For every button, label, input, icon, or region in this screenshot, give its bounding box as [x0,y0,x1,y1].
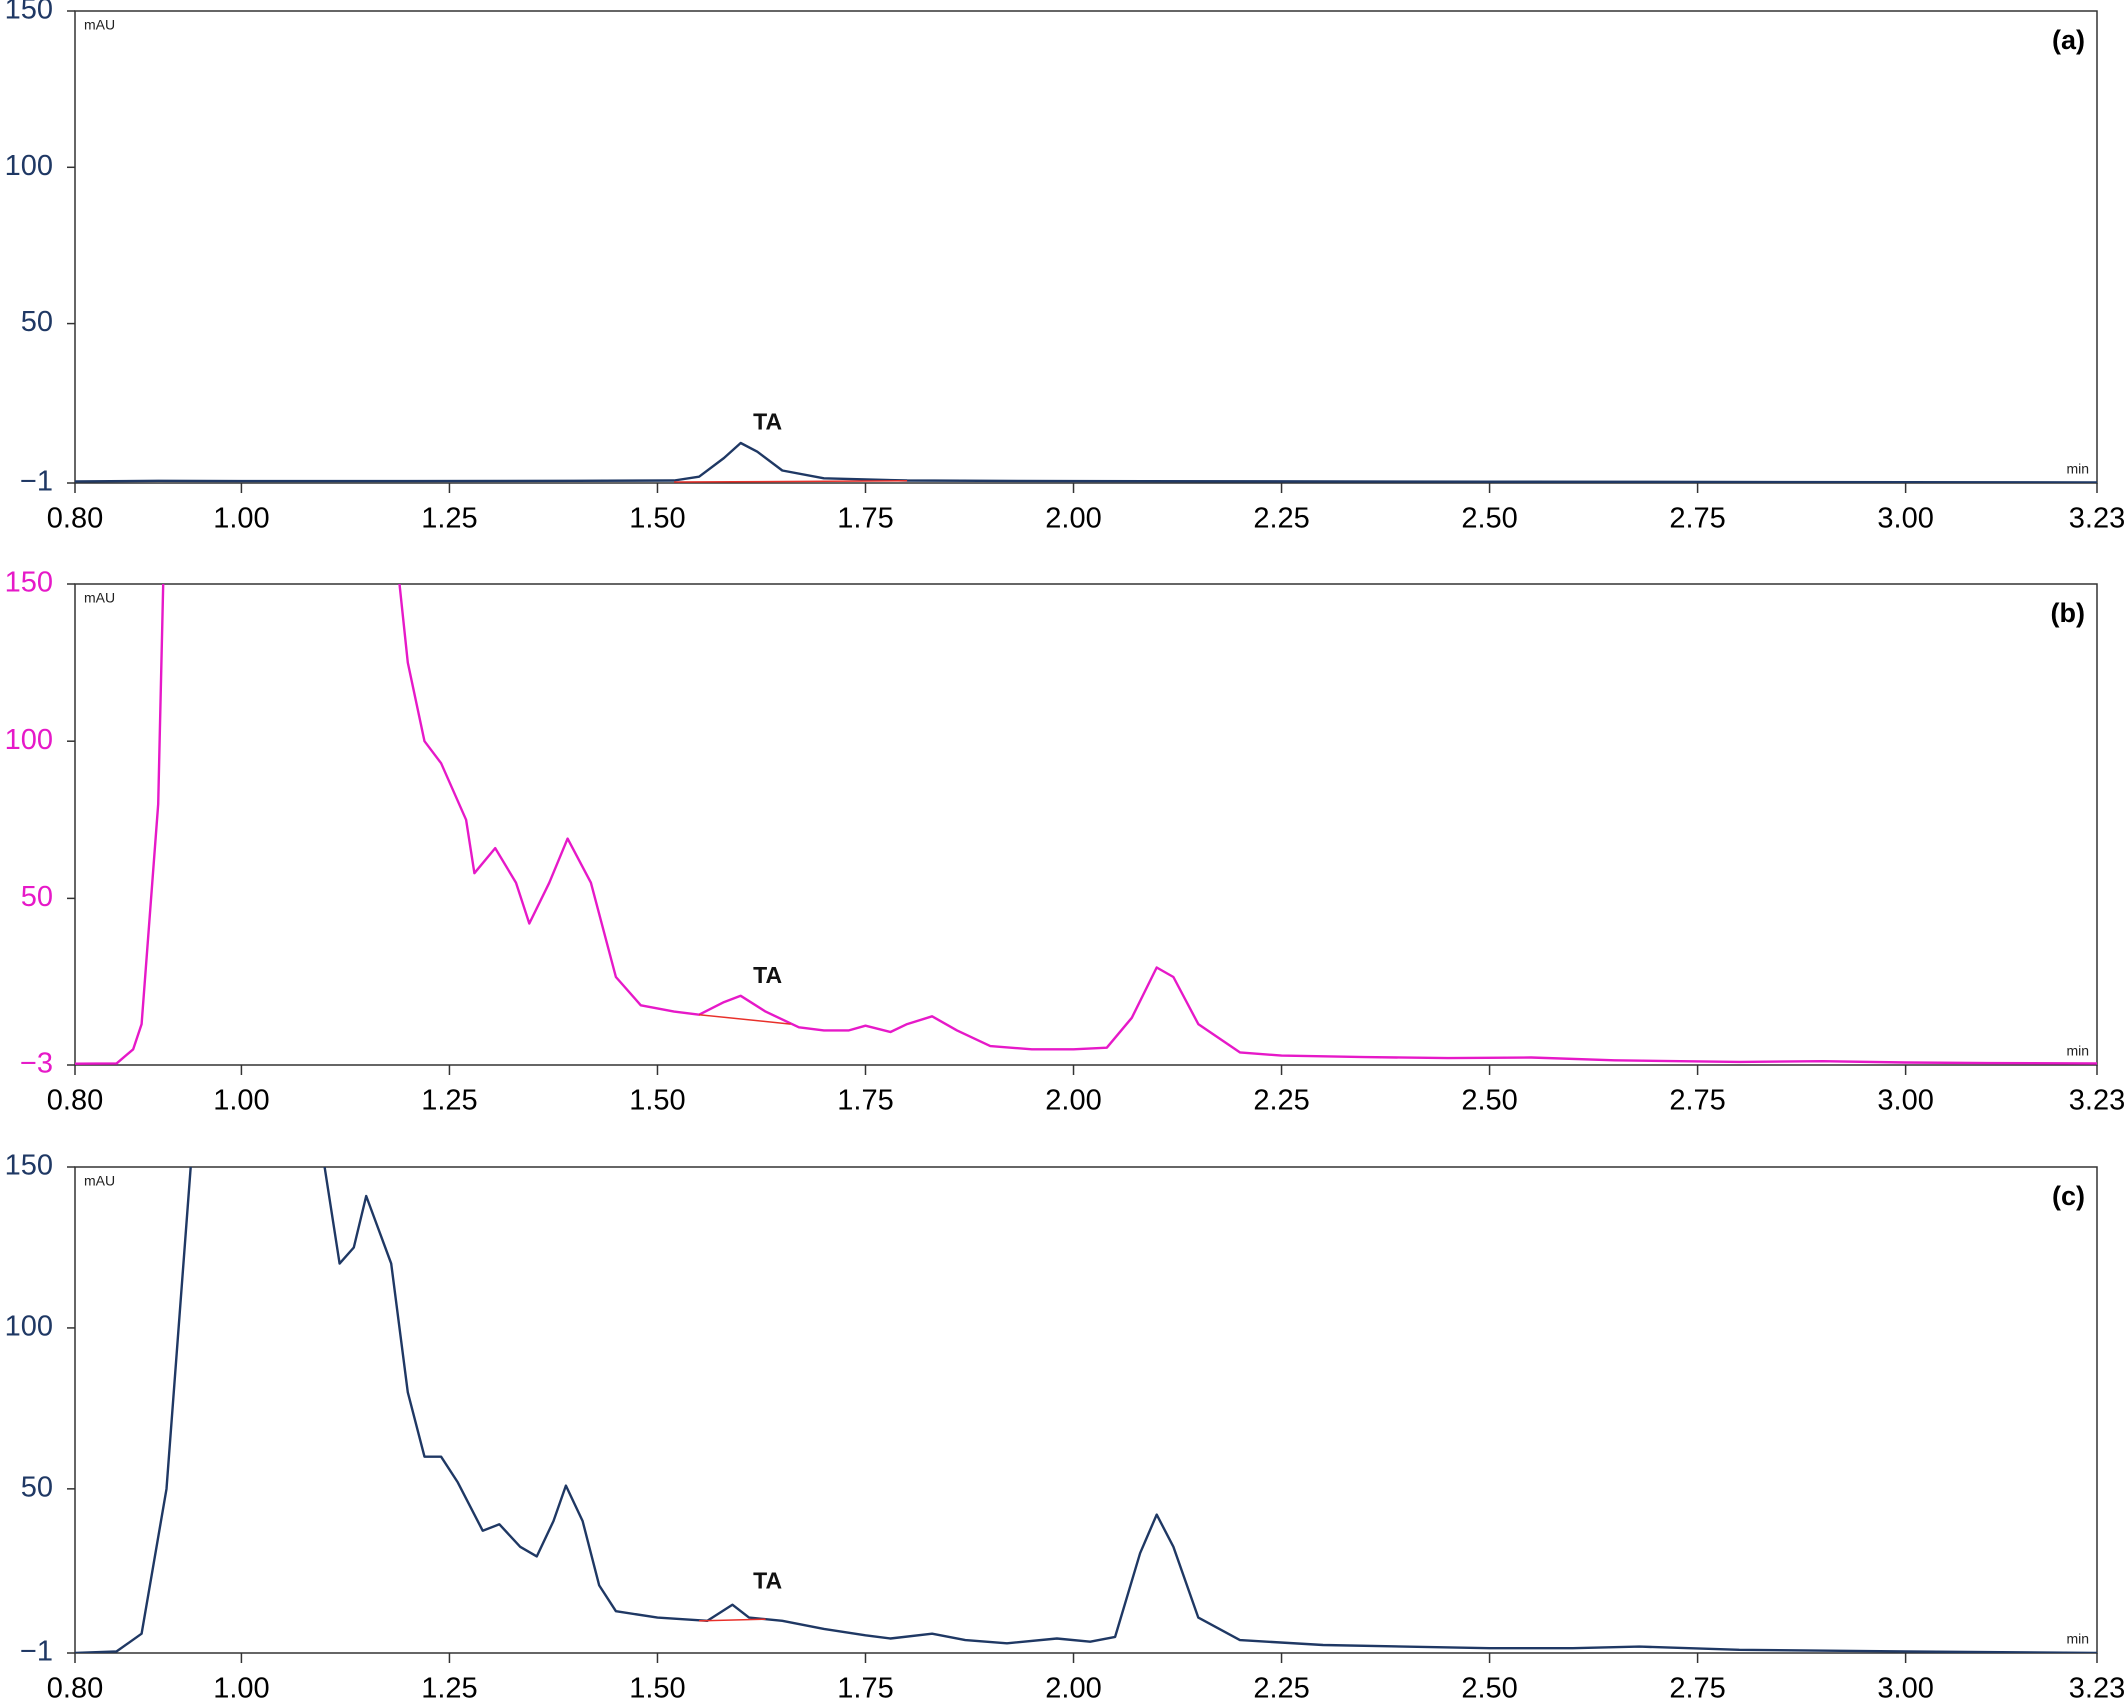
x-tick-label: 2.00 [1045,1085,1101,1117]
x-tick-label: 1.50 [629,1085,685,1117]
y-tick-label: −3 [20,1048,53,1080]
y-tick-label: 100 [5,724,53,756]
x-tick-label: 2.00 [1045,1673,1101,1704]
x-tick-label: 1.50 [629,1673,685,1704]
y-tick-label: 50 [21,1472,53,1504]
x-tick-label: 3.00 [1877,503,1933,535]
x-tick-label: 1.75 [837,503,893,535]
peak-annotation: TA [753,962,782,988]
x-tick-label: 0.80 [47,503,103,535]
y-tick-label: 50 [21,881,53,913]
x-tick-label: 0.80 [47,1673,103,1704]
peak-annotation: TA [753,1567,782,1593]
integration-baseline [698,1013,791,1025]
y-tick-label: 150 [5,1150,53,1182]
x-tick-label: 3.23 [2069,1673,2125,1704]
y-unit: mAU [84,590,115,606]
x-tick-label: 2.25 [1253,503,1309,535]
panel-label: (a) [2052,25,2085,55]
y-tick-label: 150 [5,567,53,599]
y-tick-label: 100 [5,150,53,182]
x-tick-label: 2.50 [1461,1085,1517,1117]
x-tick-label: 2.00 [1045,503,1101,535]
plot-frame [74,10,2098,484]
plot-frame [74,583,2098,1066]
trace [75,1167,2097,1653]
panel-label: (c) [2052,1181,2085,1211]
x-tick-label: 1.75 [837,1085,893,1117]
panel: 0.80 1.00 1.25 1.50 1.75 2.00 2.25 2.50 2.75 3.00… [5,567,2126,1117]
x-tick-label: 2.75 [1669,1085,1725,1117]
x-tick-label: 1.00 [213,1673,269,1704]
x-tick-label: 3.23 [2069,503,2125,535]
trace [75,441,2097,483]
x-tick-label: 1.25 [421,1673,477,1704]
peak-annotation: TA [753,409,782,435]
y-tick-label: 100 [5,1311,53,1343]
integration-baseline [699,1618,766,1622]
x-tick-label: 3.00 [1877,1085,1933,1117]
y-tick-label: 50 [21,306,53,338]
panel-label: (b) [2051,598,2085,628]
plot-frame [74,1166,2098,1654]
x-tick-label: 1.25 [421,1085,477,1117]
panel: 0.80 1.00 1.25 1.50 1.75 2.00 2.25 2.50 2.75 3.00… [5,0,2126,535]
x-unit: min [2066,461,2089,477]
x-tick-label: 3.23 [2069,1085,2125,1117]
x-tick-label: 2.50 [1461,503,1517,535]
x-tick-label: 1.75 [837,1673,893,1704]
x-tick-label: 2.25 [1253,1673,1309,1704]
x-tick-label: 3.00 [1877,1673,1933,1704]
x-tick-label: 1.00 [213,1085,269,1117]
x-tick-label: 0.80 [47,1085,103,1117]
panel: 0.80 1.00 1.25 1.50 1.75 2.00 2.25 2.50 2.75 3.00… [5,1150,2126,1704]
integration-baseline [674,480,908,483]
x-unit: min [2066,1043,2089,1059]
y-unit: mAU [84,17,115,33]
x-tick-label: 1.25 [421,503,477,535]
x-tick-label: 1.00 [213,503,269,535]
x-unit: min [2066,1631,2089,1647]
x-tick-label: 1.50 [629,503,685,535]
y-tick-label: −1 [20,466,53,498]
x-tick-label: 2.25 [1253,1085,1309,1117]
x-tick-label: 2.50 [1461,1673,1517,1704]
y-tick-label: −1 [20,1636,53,1668]
x-tick-label: 2.75 [1669,503,1725,535]
y-tick-label: 150 [5,0,53,26]
x-tick-label: 2.75 [1669,1673,1725,1704]
y-unit: mAU [84,1173,115,1189]
trace [75,584,2097,1065]
